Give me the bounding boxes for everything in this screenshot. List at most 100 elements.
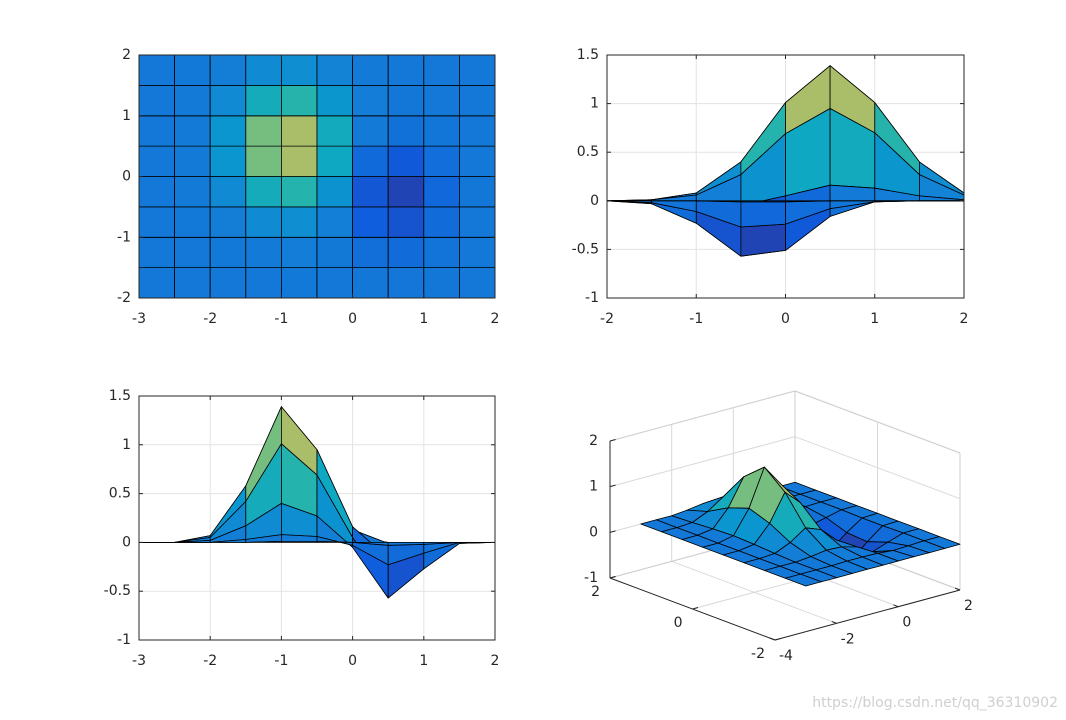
surface-patch (316, 541, 354, 543)
x-tick-label: -1 (689, 311, 703, 327)
surface-patch (280, 54, 318, 86)
surface-patch (785, 200, 831, 203)
tick-mark (692, 607, 699, 610)
surface-patch (209, 236, 247, 269)
surface-patch (423, 145, 460, 177)
surface-patch (245, 176, 282, 208)
surface-patch (174, 85, 211, 117)
z-tick-label: 1 (589, 479, 598, 495)
surface-patch (174, 54, 211, 86)
surface-patch (245, 115, 282, 147)
x-tick-label: 0 (348, 311, 357, 327)
surface-patch (458, 206, 496, 238)
y-tick-label: 0 (122, 534, 131, 550)
y-tick-label: 1 (590, 96, 599, 112)
surface-patch (280, 85, 318, 117)
surface-patch (209, 54, 247, 86)
x-tick-label: 2 (491, 311, 500, 327)
surface-patch (316, 267, 354, 299)
surface-patch (387, 176, 425, 208)
z-tick-label: 0 (589, 524, 598, 540)
surface-patch (423, 176, 460, 208)
surface-patch (138, 145, 176, 177)
surface-patch (458, 85, 496, 117)
surface-patch (209, 267, 247, 299)
surface-patch (280, 206, 318, 238)
x-tick-label: 2 (964, 598, 973, 614)
surface-patch (174, 236, 211, 269)
surface-patch (352, 176, 389, 208)
x-tick-label: 0 (781, 311, 790, 327)
x-tick-label: -1 (274, 653, 288, 669)
tick-mark (831, 621, 837, 624)
surface-patch (138, 176, 176, 208)
tick-mark (609, 439, 616, 442)
surface-patch (174, 267, 211, 299)
tick-mark (769, 637, 776, 641)
surface-patch (458, 236, 496, 269)
surface-patch (423, 54, 460, 86)
x-tick-label: 1 (419, 311, 428, 327)
surface-patch (245, 85, 282, 117)
surface-patch (423, 542, 460, 545)
x-tick-label: -2 (203, 311, 217, 327)
surface-patch (740, 223, 786, 257)
surface-patch (458, 267, 496, 299)
x-tick-label: 2 (960, 311, 969, 327)
axis-box-edge (609, 390, 796, 442)
surface-patch (352, 236, 389, 269)
surface-patch (387, 206, 425, 238)
y-tick-label: -2 (117, 290, 131, 306)
surface-patch (387, 115, 425, 147)
surface-patch (138, 115, 176, 147)
surface-patch (245, 236, 282, 269)
y-tick-label: 1.5 (109, 388, 131, 404)
y-tick-label: -2 (751, 646, 765, 662)
y-tick-label: 0.5 (577, 144, 599, 160)
x-tick-label: 0 (902, 615, 911, 631)
x-tick-label: 1 (870, 311, 879, 327)
y-tick-label: 0.5 (109, 486, 131, 502)
surface-patch (458, 176, 496, 208)
surface-patch (423, 115, 460, 147)
y-tick-label: 1.5 (577, 47, 599, 63)
y-tick-label: -0.5 (104, 583, 131, 599)
surface-patch (174, 176, 211, 208)
surface-patch (209, 145, 247, 177)
axis-box-edge (794, 390, 961, 454)
surface-patch (458, 145, 496, 177)
surface-patch (209, 176, 247, 208)
x-tick-label: -2 (600, 311, 614, 327)
surface-patch (784, 573, 822, 587)
y-tick-label: 2 (122, 47, 131, 63)
surface-patch (280, 176, 318, 208)
y-tick-label: 1 (122, 437, 131, 453)
surface-patch (740, 200, 786, 203)
x-tick-label: 2 (491, 653, 500, 669)
surface-patch (174, 145, 211, 177)
y-tick-label: 2 (591, 584, 600, 600)
x-tick-label: -1 (274, 311, 288, 327)
y-tick-label: 0 (590, 193, 599, 209)
surface-patch (316, 206, 354, 238)
x-tick-label: 1 (419, 653, 428, 669)
grid-line (794, 436, 961, 500)
surface-patch (387, 267, 425, 299)
surface-patch (138, 85, 176, 117)
x-tick-label: 0 (348, 653, 357, 669)
z-tick-label: -1 (584, 570, 598, 586)
axis-line (774, 589, 961, 641)
tick-mark (954, 587, 961, 591)
surface-patch (352, 115, 389, 147)
surface-patch (209, 206, 247, 238)
surface-patch (174, 115, 211, 147)
surface-patch (138, 206, 176, 238)
surface-patch (316, 115, 354, 147)
tick-mark (609, 484, 616, 488)
x-tick-label: -3 (132, 311, 146, 327)
surface-patch (280, 236, 318, 269)
surface-patch (209, 85, 247, 117)
surface-patch (138, 54, 176, 86)
surface-patch (387, 54, 425, 86)
surface-patch (280, 115, 318, 147)
